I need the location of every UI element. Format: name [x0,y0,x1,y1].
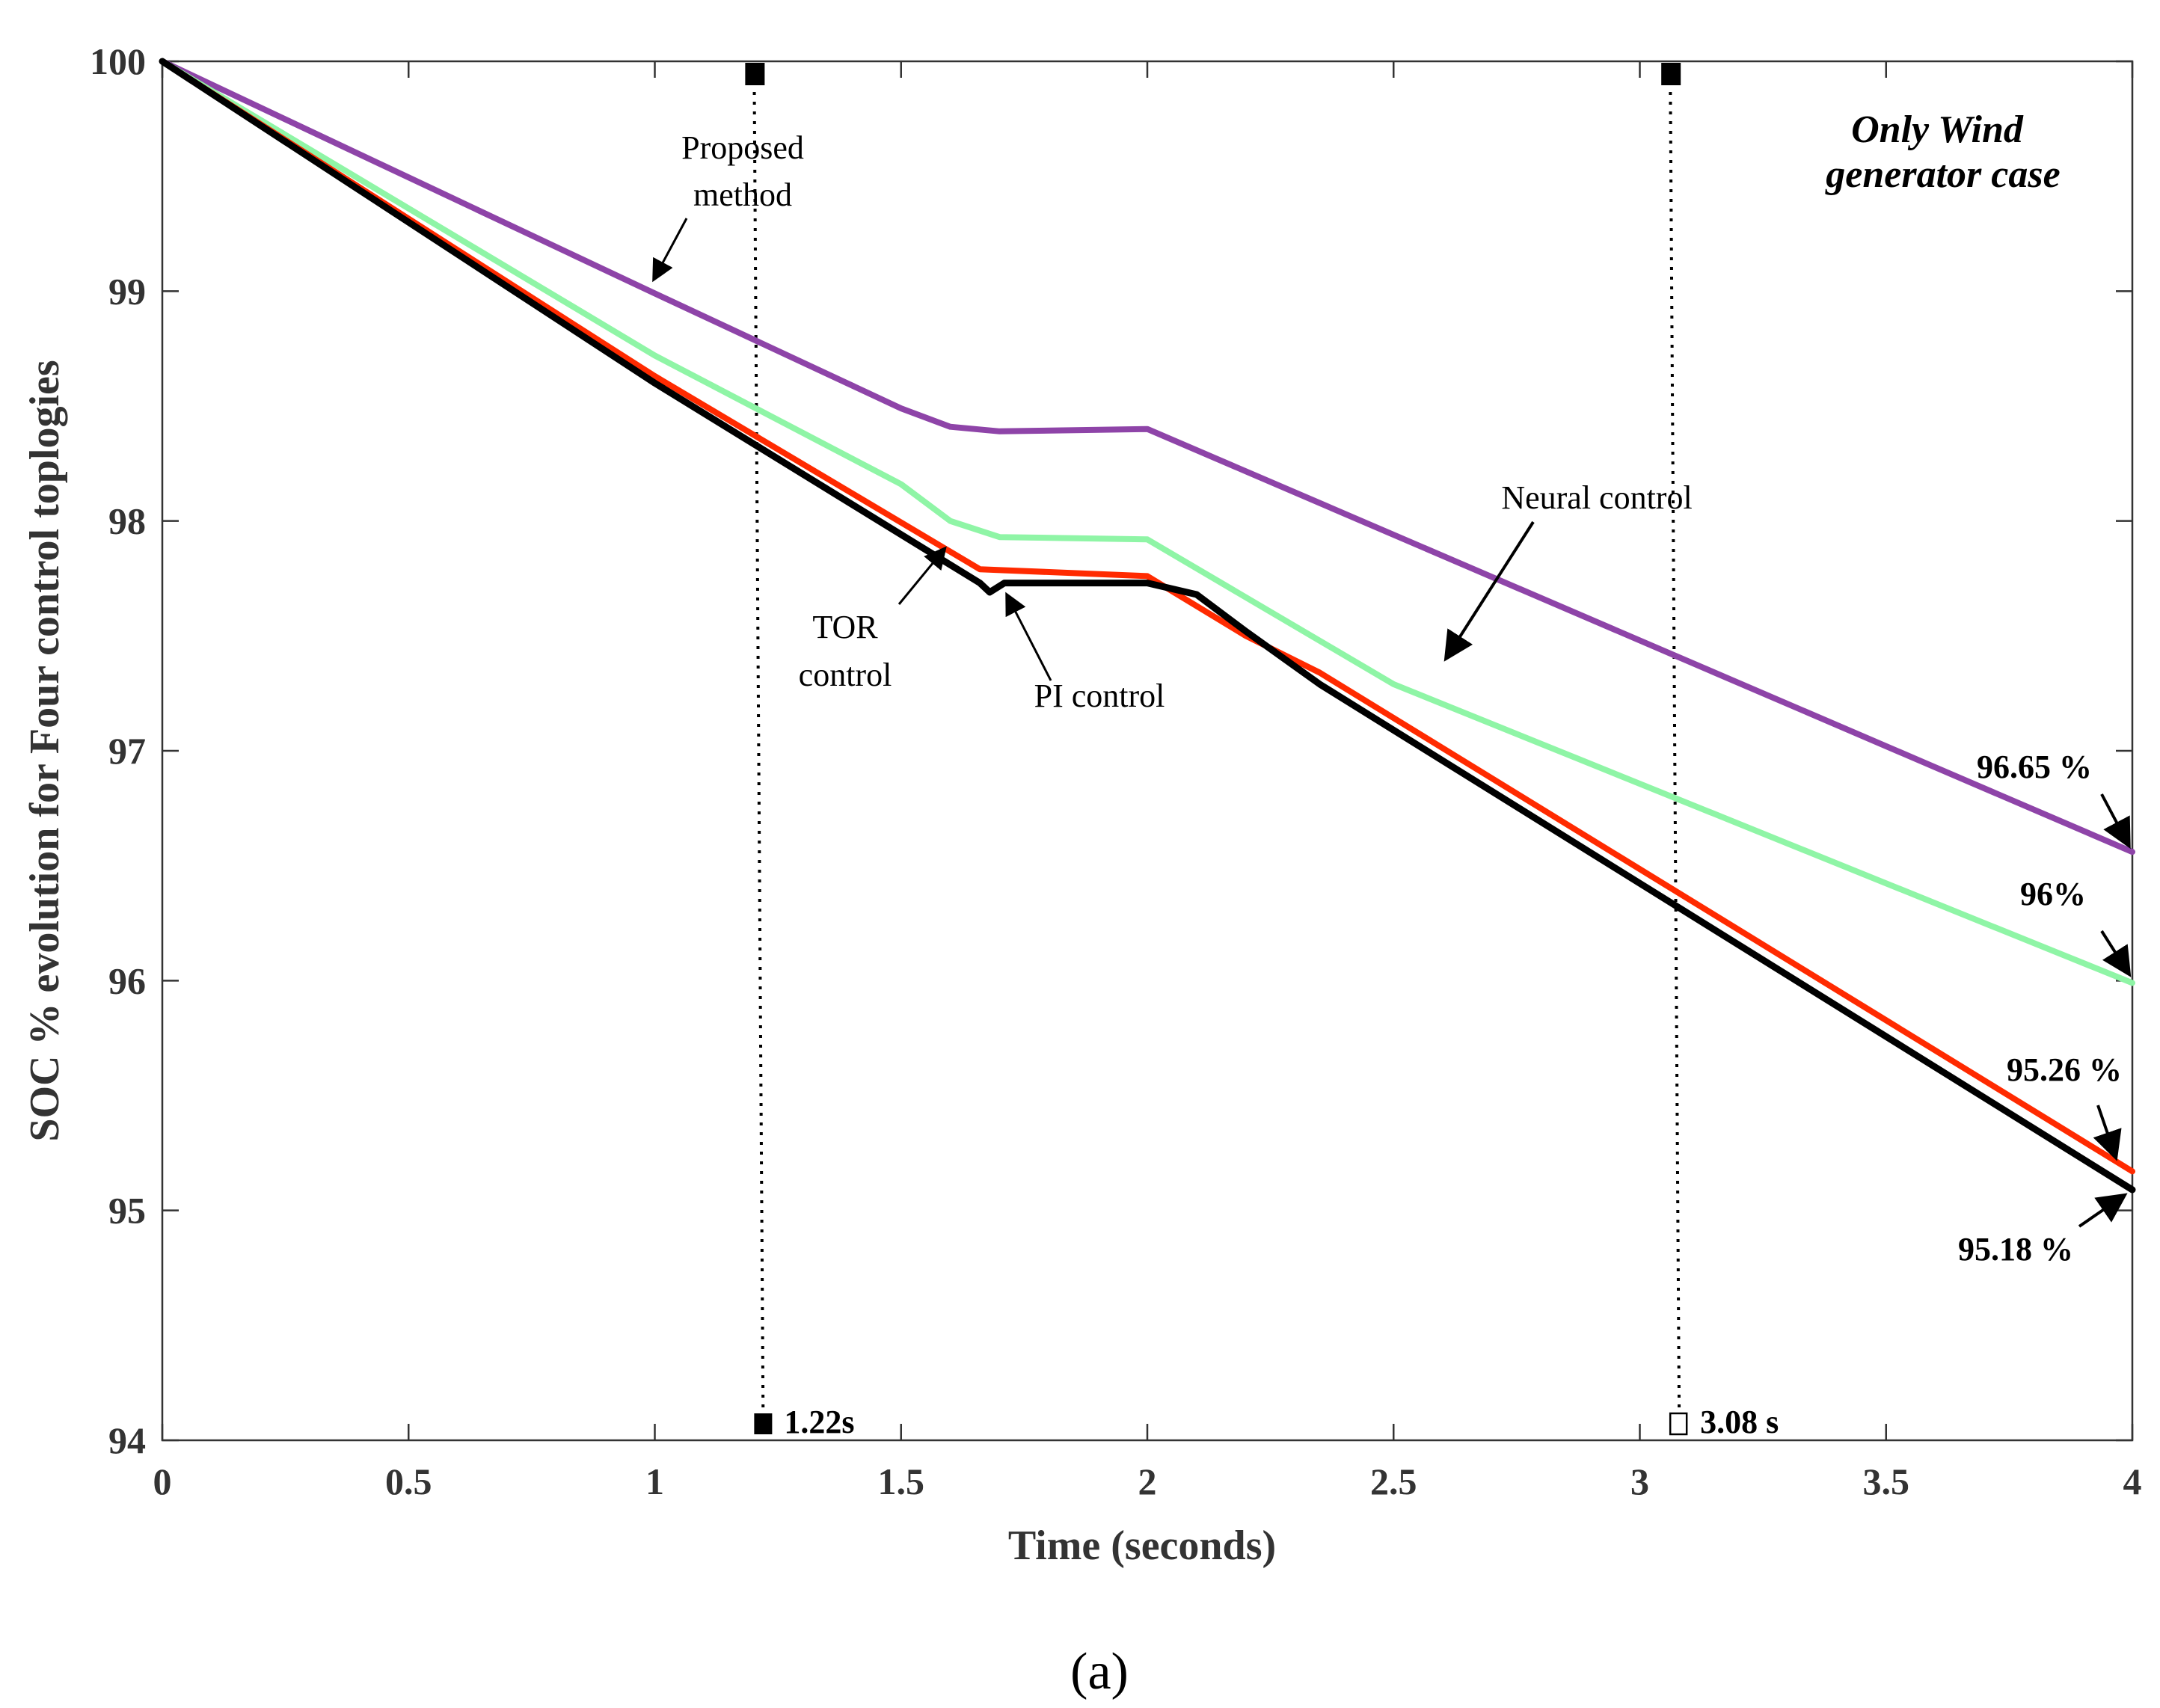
series-line-proposed-method [159,58,2135,855]
cursor-label: 1.22s [784,1404,854,1440]
cursor-bottom-square [1669,1412,1688,1436]
y-axis-title: SOC % evolution for Four control toplogi… [22,360,68,1141]
cursor-line [1669,72,1681,1422]
value-label-96: 96% [2020,876,2086,912]
y-tick-label: 96 [108,959,146,1001]
y-tick-label: 97 [108,730,146,772]
arrow-9665 [2100,793,2131,850]
label-neural: Neural control [1501,479,1692,516]
arrow-9526 [2093,1105,2122,1161]
x-tick-label: 2.5 [1370,1460,1417,1502]
y-tick-label: 100 [90,40,146,82]
chart-title-line-2: generator case [1825,153,2060,196]
y-ticks: 94 95 96 97 98 99 100 [90,40,2132,1461]
series-line-neural-control [159,58,2135,986]
arrow-9518 [2078,1193,2128,1228]
cursor-line [752,72,765,1422]
label-pi: PI control [1034,678,1165,714]
chart-title-line-1: Only Wind [1851,108,2024,151]
y-tick-label: 95 [108,1190,146,1232]
series-line-pi-control [159,58,2136,1194]
x-tick-label: 3.5 [1863,1460,1910,1502]
cursor-group: 1.22s 3.08 s [745,63,1779,1440]
x-tick-label: 0.5 [385,1460,432,1502]
arrow-proposed [652,218,688,283]
figure-caption: (a) [1070,1643,1129,1701]
x-tick-label: 1 [645,1460,664,1502]
x-tick-label: 4 [2123,1460,2142,1502]
x-tick-label: 2 [1138,1460,1157,1502]
cursor-top-square [1661,63,1681,85]
label-proposed-line-1: Proposed [681,129,804,166]
plot-area [161,60,2134,1442]
value-label-9526: 95.26 % [2007,1051,2122,1088]
arrow-96 [2100,930,2132,977]
series-group [159,58,2136,1194]
series-line-tor-control [159,58,2135,1175]
x-tick-label: 0 [153,1460,172,1502]
cursor-bottom-square [754,1413,773,1434]
x-ticks: 0 0.5 1 1.5 2 2.5 3 3.5 4 [153,61,2142,1502]
label-proposed-line-2: method [693,176,792,213]
y-tick-label: 94 [108,1419,146,1461]
y-tick-label: 98 [108,500,146,542]
y-tick-label: 99 [108,270,146,312]
arrow-tor [898,546,947,605]
x-axis-title: Time (seconds) [1008,1523,1276,1569]
cursor-top-square [745,63,765,85]
value-label-9518: 95.18 % [1958,1231,2073,1268]
cursor-label: 3.08 s [1700,1404,1779,1440]
label-tor-line-2: control [799,657,892,693]
label-tor-line-1: TOR [812,609,878,645]
x-tick-label: 1.5 [878,1460,925,1502]
annotation-arrows [652,218,2132,1228]
x-tick-label: 3 [1630,1460,1649,1502]
value-label-9665: 96.65 % [1977,749,2092,785]
arrow-pi [1005,592,1052,681]
arrow-neural [1443,520,1535,662]
